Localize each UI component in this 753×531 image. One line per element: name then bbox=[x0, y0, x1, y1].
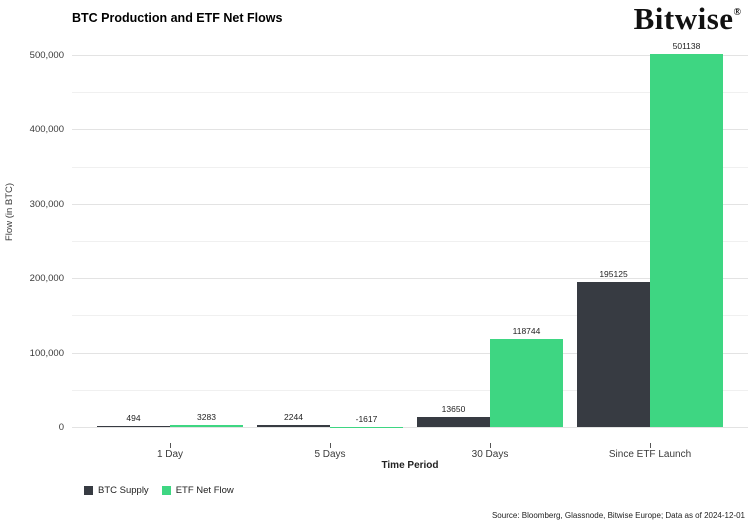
source-note: Source: Bloomberg, Glassnode, Bitwise Eu… bbox=[491, 511, 745, 520]
y-axis-label: Flow (in BTC) bbox=[4, 182, 15, 241]
bar-etf-net-flow bbox=[330, 427, 403, 429]
x-tick-label: 1 Day bbox=[156, 449, 184, 460]
bar-value-label: 3283 bbox=[197, 411, 216, 422]
minor-gridline bbox=[72, 315, 748, 317]
bar-btc-supply bbox=[257, 425, 330, 427]
bitwise-logo: Bitwise® bbox=[634, 1, 741, 37]
y-tick-label: 500,000 bbox=[29, 50, 64, 61]
major-gridline bbox=[72, 129, 748, 131]
y-tick-label: 200,000 bbox=[29, 273, 64, 285]
chart-title: BTC Production and ETF Net Flows bbox=[72, 11, 283, 25]
major-gridline bbox=[72, 352, 748, 354]
major-gridline bbox=[72, 427, 748, 428]
y-tick-label: 300,000 bbox=[29, 198, 64, 210]
y-tick-label: 400,000 bbox=[29, 124, 64, 136]
bar-value-label: 13650 bbox=[441, 403, 466, 414]
bar-value-label: 494 bbox=[126, 413, 141, 423]
legend-swatch-icon bbox=[84, 486, 93, 495]
x-tick-mark bbox=[650, 443, 651, 448]
bar-value-label: 118744 bbox=[512, 325, 541, 336]
bitwise-wordmark: Bitwise bbox=[633, 1, 734, 36]
bar-value-label: -1617 bbox=[355, 414, 378, 424]
y-tick-label: 100,000 bbox=[29, 347, 64, 359]
bar-etf-net-flow bbox=[170, 424, 243, 427]
x-tick-mark bbox=[170, 443, 171, 448]
bar-value-label: 195125 bbox=[599, 268, 628, 279]
x-tick-mark bbox=[330, 443, 331, 448]
registered-trademark-symbol: ® bbox=[733, 7, 741, 18]
bar-btc-supply bbox=[577, 281, 650, 427]
bar-etf-net-flow bbox=[490, 338, 563, 427]
major-gridline bbox=[72, 278, 748, 280]
legend: BTC Supply ETF Net Flow bbox=[84, 485, 234, 496]
bar-btc-supply bbox=[97, 426, 170, 427]
legend-label: BTC Supply bbox=[98, 485, 149, 496]
minor-gridline bbox=[72, 92, 748, 94]
legend-item: ETF Net Flow bbox=[161, 485, 234, 496]
bar-etf-net-flow bbox=[650, 54, 723, 427]
bar-value-label: 501138 bbox=[672, 41, 701, 52]
x-tick-label: 5 Days bbox=[314, 449, 346, 460]
legend-label: ETF Net Flow bbox=[175, 485, 234, 496]
minor-gridline bbox=[72, 166, 748, 168]
minor-gridline bbox=[72, 389, 748, 391]
x-tick-label: 30 Days bbox=[471, 449, 509, 460]
legend-item: BTC Supply bbox=[84, 485, 149, 496]
y-tick-label: 0 bbox=[58, 422, 64, 433]
major-gridline bbox=[72, 55, 748, 56]
major-gridline bbox=[72, 203, 748, 205]
x-tick-label: Since ETF Launch bbox=[608, 449, 692, 460]
legend-swatch-icon bbox=[161, 486, 171, 495]
x-axis-label: Time Period bbox=[381, 460, 439, 471]
bar-btc-supply bbox=[417, 416, 490, 427]
x-tick-mark bbox=[490, 443, 491, 448]
bar-value-label: 2244 bbox=[284, 412, 303, 423]
minor-gridline bbox=[72, 241, 748, 242]
